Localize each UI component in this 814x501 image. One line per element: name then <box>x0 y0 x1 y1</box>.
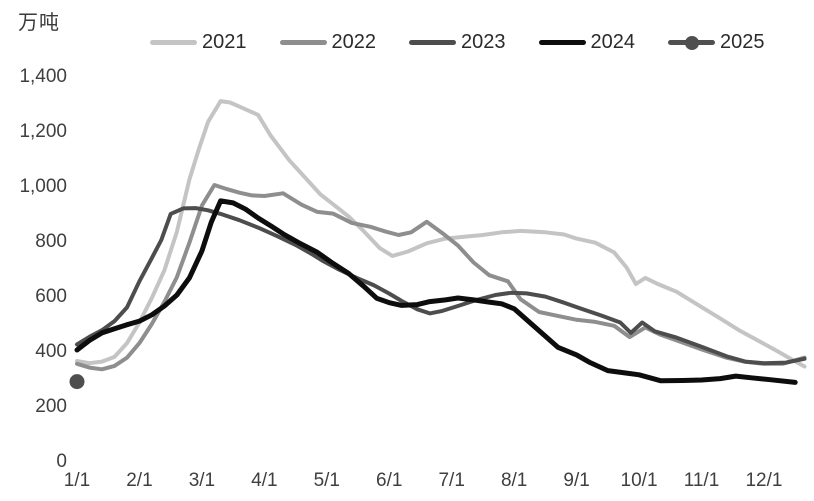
y-tick-label: 200 <box>35 396 67 417</box>
legend-line-icon <box>279 40 327 45</box>
x-tick-label: 12/1 <box>745 470 782 491</box>
y-axis-unit-label: 万吨 <box>18 12 60 34</box>
legend-label: 2024 <box>590 31 636 53</box>
legend-line-icon <box>150 40 197 45</box>
series-line-2022 <box>75 183 807 372</box>
y-tick-label: 600 <box>35 286 67 307</box>
y-tick-label: 1,400 <box>19 66 67 87</box>
legend-line-icon <box>538 40 586 45</box>
series-line-2023 <box>75 206 807 366</box>
legend-line-icon <box>409 40 456 45</box>
y-tick-label: 1,000 <box>19 176 67 197</box>
x-tick-label: 11/1 <box>684 470 720 491</box>
legend-label: 2025 <box>720 31 765 53</box>
legend-item-2025[interactable]: 2025 <box>668 31 765 54</box>
x-tick-label: 9/1 <box>563 470 589 491</box>
x-tick-label: 4/1 <box>251 470 277 491</box>
x-tick-label: 8/1 <box>501 470 527 491</box>
x-tick-label: 2/1 <box>126 470 152 491</box>
chart-legend: 2021 2022 2023 2024 2025 <box>150 31 765 54</box>
legend-item-2022[interactable]: 2022 <box>279 31 377 54</box>
legend-label: 2023 <box>461 31 506 53</box>
y-tick-label: 800 <box>35 231 67 252</box>
x-tick-label: 7/1 <box>438 470 464 491</box>
legend-label: 2022 <box>331 31 377 53</box>
legend-label: 2021 <box>202 31 247 53</box>
series-line-2021 <box>75 99 807 369</box>
legend-item-2024[interactable]: 2024 <box>538 31 636 54</box>
y-tick-label: 0 <box>56 451 67 472</box>
legend-item-2021[interactable]: 2021 <box>150 31 247 54</box>
x-tick-label: 1/1 <box>64 470 90 491</box>
y-tick-label: 400 <box>35 341 67 362</box>
legend-line-dot-icon <box>668 35 715 50</box>
x-tick-label: 5/1 <box>314 470 340 491</box>
x-tick-label: 3/1 <box>189 470 215 491</box>
y-tick-label: 1,200 <box>19 121 67 142</box>
x-tick-label: 6/1 <box>376 470 402 491</box>
series-point-2025 <box>69 374 85 390</box>
legend-marker-dot-icon <box>684 35 699 50</box>
legend-item-2023[interactable]: 2023 <box>409 31 506 54</box>
series-line-2024 <box>74 198 798 385</box>
x-tick-label: 10/1 <box>621 470 658 491</box>
